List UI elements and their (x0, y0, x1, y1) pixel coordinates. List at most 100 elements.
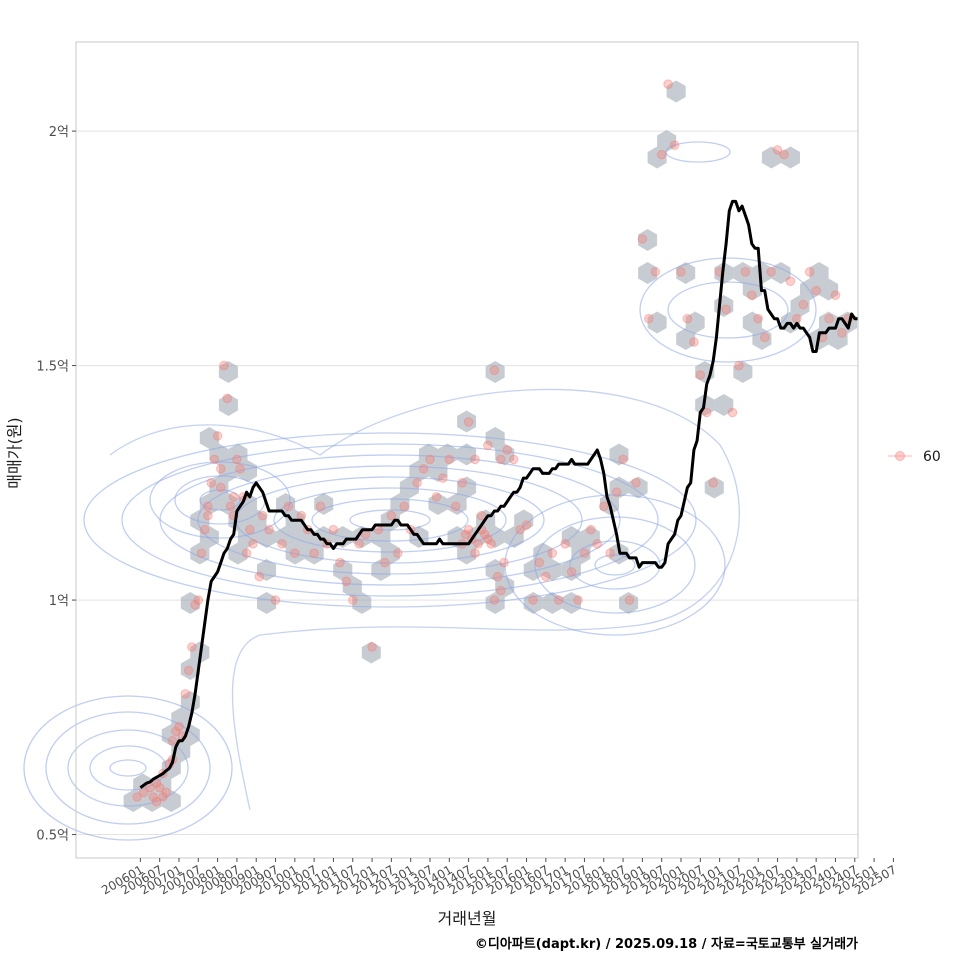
hexbin-cell (199, 427, 219, 449)
hexbin-cell (523, 559, 543, 581)
data-point (154, 782, 165, 793)
data-point (309, 548, 319, 559)
data-point (450, 501, 461, 512)
data-point (637, 234, 648, 244)
hexbin-cell (257, 592, 277, 614)
data-point (599, 501, 609, 512)
data-point (611, 487, 622, 498)
data-point (148, 792, 158, 802)
data-point (290, 548, 300, 559)
data-point (682, 313, 693, 324)
data-point (499, 557, 509, 568)
hexbin-cell (733, 361, 753, 383)
hexbin-cell (580, 526, 600, 548)
hexbin-cell (399, 476, 419, 499)
data-point (644, 313, 654, 324)
data-point (209, 454, 220, 465)
data-point (811, 285, 822, 296)
data-point (553, 595, 564, 605)
data-point (727, 407, 738, 418)
hexbin-cell (647, 311, 667, 334)
data-point (460, 529, 471, 540)
data-point (566, 567, 577, 577)
data-point (380, 557, 390, 568)
x-axis-title: 거래년월 (438, 909, 497, 928)
data-point (203, 501, 213, 512)
data-point (547, 548, 558, 559)
data-point (222, 393, 233, 404)
hexbin-cell (752, 262, 772, 284)
hexbin-cell (495, 575, 515, 598)
scatter-points (132, 79, 854, 807)
hexbin-cell (218, 361, 238, 383)
hexbin-cell (828, 328, 848, 350)
density-contour (89, 745, 167, 791)
y-tick-label: 2억 (49, 125, 69, 140)
hexbin-cell (342, 575, 362, 598)
data-point (190, 600, 200, 610)
data-point (171, 726, 181, 737)
data-point (341, 576, 352, 587)
data-point (444, 454, 455, 465)
data-point (132, 792, 142, 802)
legend-label: 60 (923, 449, 941, 465)
hexbin-cell (304, 542, 324, 565)
data-point (483, 534, 493, 544)
data-point (586, 524, 596, 535)
data-point (496, 454, 506, 465)
hexbin-cell (218, 394, 238, 416)
data-point (473, 539, 484, 549)
density-contour (665, 141, 731, 163)
hexbin-cell (609, 476, 629, 499)
hexbin-cell (228, 509, 248, 532)
data-point (534, 557, 545, 568)
y-tick-label: 1.5억 (36, 360, 69, 375)
hexbin-cell (447, 493, 467, 515)
data-point (560, 539, 571, 549)
hexbin-cell (438, 443, 458, 466)
data-point (425, 454, 435, 465)
data-point (541, 571, 551, 582)
hexbin-cell (380, 542, 400, 565)
legend-key-point (895, 451, 905, 461)
hexbin-cell (685, 311, 705, 334)
data-point (701, 407, 712, 418)
density-contour (534, 516, 696, 614)
density-contour (569, 540, 661, 590)
density-contour (504, 494, 726, 636)
data-point (245, 524, 255, 535)
hexbin-cell (457, 542, 477, 565)
hexbin-cell (361, 641, 381, 664)
hexbin-cell (418, 443, 438, 466)
y-tick-label: 0.5억 (36, 829, 69, 844)
hexbin-cell (638, 262, 658, 284)
density-contour (149, 461, 291, 539)
data-point (830, 290, 841, 301)
hexbin-cell (742, 311, 762, 334)
hexbin-cell (609, 443, 629, 466)
data-point (167, 736, 178, 746)
data-point (235, 464, 245, 474)
data-point (592, 539, 603, 549)
hexbin-cell (780, 146, 800, 169)
hexbin-cell (628, 476, 648, 499)
hexbin-cell (485, 361, 505, 383)
hexbin-cell (733, 262, 753, 284)
hexbin-cell (790, 295, 810, 317)
hexbin-cell (533, 542, 553, 565)
data-point (232, 454, 242, 465)
data-point (348, 595, 358, 605)
hexbin-cell (714, 394, 734, 416)
data-point (479, 529, 490, 540)
density-contour (197, 465, 583, 575)
data-point (216, 464, 226, 474)
data-point (328, 524, 339, 535)
density-contour (311, 498, 469, 542)
y-axis-title: 매매가(원) (5, 417, 24, 488)
data-point (399, 501, 410, 512)
hexbin-cell (142, 790, 162, 812)
data-point (257, 510, 268, 521)
hexbin-cell (514, 509, 534, 532)
data-point (199, 524, 210, 535)
hexbin-cell (771, 262, 791, 284)
